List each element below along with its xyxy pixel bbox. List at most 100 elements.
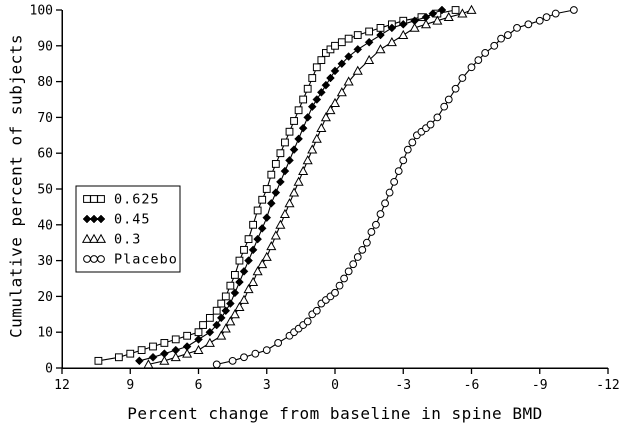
tick-label: 70 bbox=[37, 111, 53, 126]
tick-label: 10 bbox=[37, 326, 53, 341]
series-0.625 bbox=[94, 6, 460, 365]
circle-marker bbox=[251, 349, 260, 358]
series-0.45 bbox=[134, 5, 447, 366]
series-line bbox=[98, 9, 456, 362]
legend-label: 0.3 bbox=[114, 232, 141, 248]
triangle-marker bbox=[343, 76, 354, 86]
circle-marker bbox=[381, 199, 389, 208]
circle-marker bbox=[444, 95, 453, 104]
triangle-marker bbox=[220, 323, 231, 333]
diamond-marker bbox=[307, 102, 317, 112]
tick-label: 60 bbox=[37, 147, 53, 162]
tick-label: -9 bbox=[532, 378, 548, 393]
triangle-marker bbox=[311, 133, 322, 143]
diamond-marker bbox=[230, 288, 240, 298]
diamond-marker bbox=[298, 123, 308, 133]
legend-label: Placebo bbox=[114, 252, 178, 268]
triangle-marker bbox=[216, 330, 227, 340]
circle-marker bbox=[394, 167, 403, 176]
diamond-marker bbox=[280, 166, 290, 176]
triangle-marker bbox=[320, 112, 331, 122]
square-marker bbox=[171, 335, 180, 344]
diamond-marker bbox=[257, 224, 267, 233]
diamond-marker bbox=[221, 306, 231, 316]
triangle-marker bbox=[307, 144, 318, 154]
circle-marker bbox=[344, 267, 353, 276]
diamond-marker bbox=[344, 52, 354, 61]
diamond-marker bbox=[376, 30, 385, 40]
diamond-marker bbox=[271, 188, 281, 197]
diamond-marker bbox=[276, 177, 285, 187]
triangle-marker bbox=[88, 233, 100, 243]
circle-marker bbox=[451, 84, 460, 93]
square-marker bbox=[126, 349, 135, 358]
diamond-marker bbox=[96, 214, 106, 224]
circle-marker bbox=[524, 20, 533, 29]
diamond-marker bbox=[253, 234, 263, 244]
tick-label: -12 bbox=[596, 378, 619, 393]
triangle-marker bbox=[238, 294, 250, 304]
triangle-marker bbox=[298, 165, 309, 175]
legend: 0.625 0.45 0.3 Placebo bbox=[75, 185, 181, 273]
triangle-marker bbox=[229, 309, 240, 319]
square-marker bbox=[97, 195, 105, 203]
square-marker bbox=[308, 74, 317, 82]
square-marker bbox=[240, 245, 248, 254]
tick-label: 20 bbox=[37, 290, 53, 305]
triangle-marker bbox=[316, 122, 327, 133]
diamond-marker bbox=[398, 19, 408, 29]
series-0.3 bbox=[143, 4, 477, 369]
circle-marker bbox=[353, 253, 362, 261]
square-marker bbox=[317, 56, 326, 65]
diamond-marker bbox=[428, 9, 438, 18]
triangle-marker bbox=[95, 233, 107, 243]
square-marker bbox=[94, 356, 103, 365]
circle-marker bbox=[390, 177, 399, 186]
circle-marker bbox=[513, 24, 521, 32]
diamond-marker bbox=[239, 266, 249, 276]
legend-label: 0.625 bbox=[114, 192, 160, 208]
tick-label: -6 bbox=[464, 378, 480, 393]
circle-marker bbox=[376, 210, 385, 218]
square-marker bbox=[290, 117, 298, 125]
tick-label: 3 bbox=[263, 378, 271, 393]
circle-marker bbox=[535, 16, 544, 25]
square-marker bbox=[258, 195, 267, 204]
triangle-marker bbox=[252, 266, 263, 276]
circle-marker bbox=[458, 74, 467, 82]
circle-marker bbox=[240, 353, 248, 362]
square-marker bbox=[205, 313, 214, 322]
square-marker bbox=[235, 256, 244, 265]
circle-marker bbox=[358, 245, 367, 254]
diamond-marker bbox=[248, 245, 258, 255]
diamond-marker bbox=[330, 66, 340, 76]
triangle-marker bbox=[204, 337, 215, 347]
square-marker bbox=[212, 306, 221, 315]
circle-marker bbox=[331, 288, 339, 297]
circle-marker bbox=[569, 6, 578, 14]
square-marker bbox=[221, 292, 230, 301]
diamond-marker bbox=[244, 256, 253, 265]
circle-marker bbox=[274, 339, 283, 347]
square-marker bbox=[244, 235, 253, 244]
square-marker bbox=[160, 339, 169, 347]
triangle-marker bbox=[225, 316, 236, 326]
square-marker bbox=[262, 185, 271, 193]
triangle-marker bbox=[325, 105, 336, 115]
diamond-marker bbox=[387, 23, 397, 33]
triangle-marker bbox=[284, 198, 295, 208]
square-marker bbox=[249, 220, 257, 229]
square-marker bbox=[83, 195, 91, 203]
triangle-marker bbox=[279, 208, 290, 218]
triangle-marker bbox=[336, 87, 347, 97]
diamond-marker bbox=[337, 59, 347, 69]
tick-label: -3 bbox=[395, 378, 411, 393]
diamond-marker bbox=[148, 352, 158, 362]
square-marker bbox=[271, 160, 280, 168]
triangle-marker bbox=[352, 65, 363, 75]
tick-label: 9 bbox=[126, 378, 134, 393]
circle-marker bbox=[399, 156, 408, 165]
triangle-marker bbox=[432, 15, 443, 25]
circle-marker bbox=[335, 281, 344, 290]
